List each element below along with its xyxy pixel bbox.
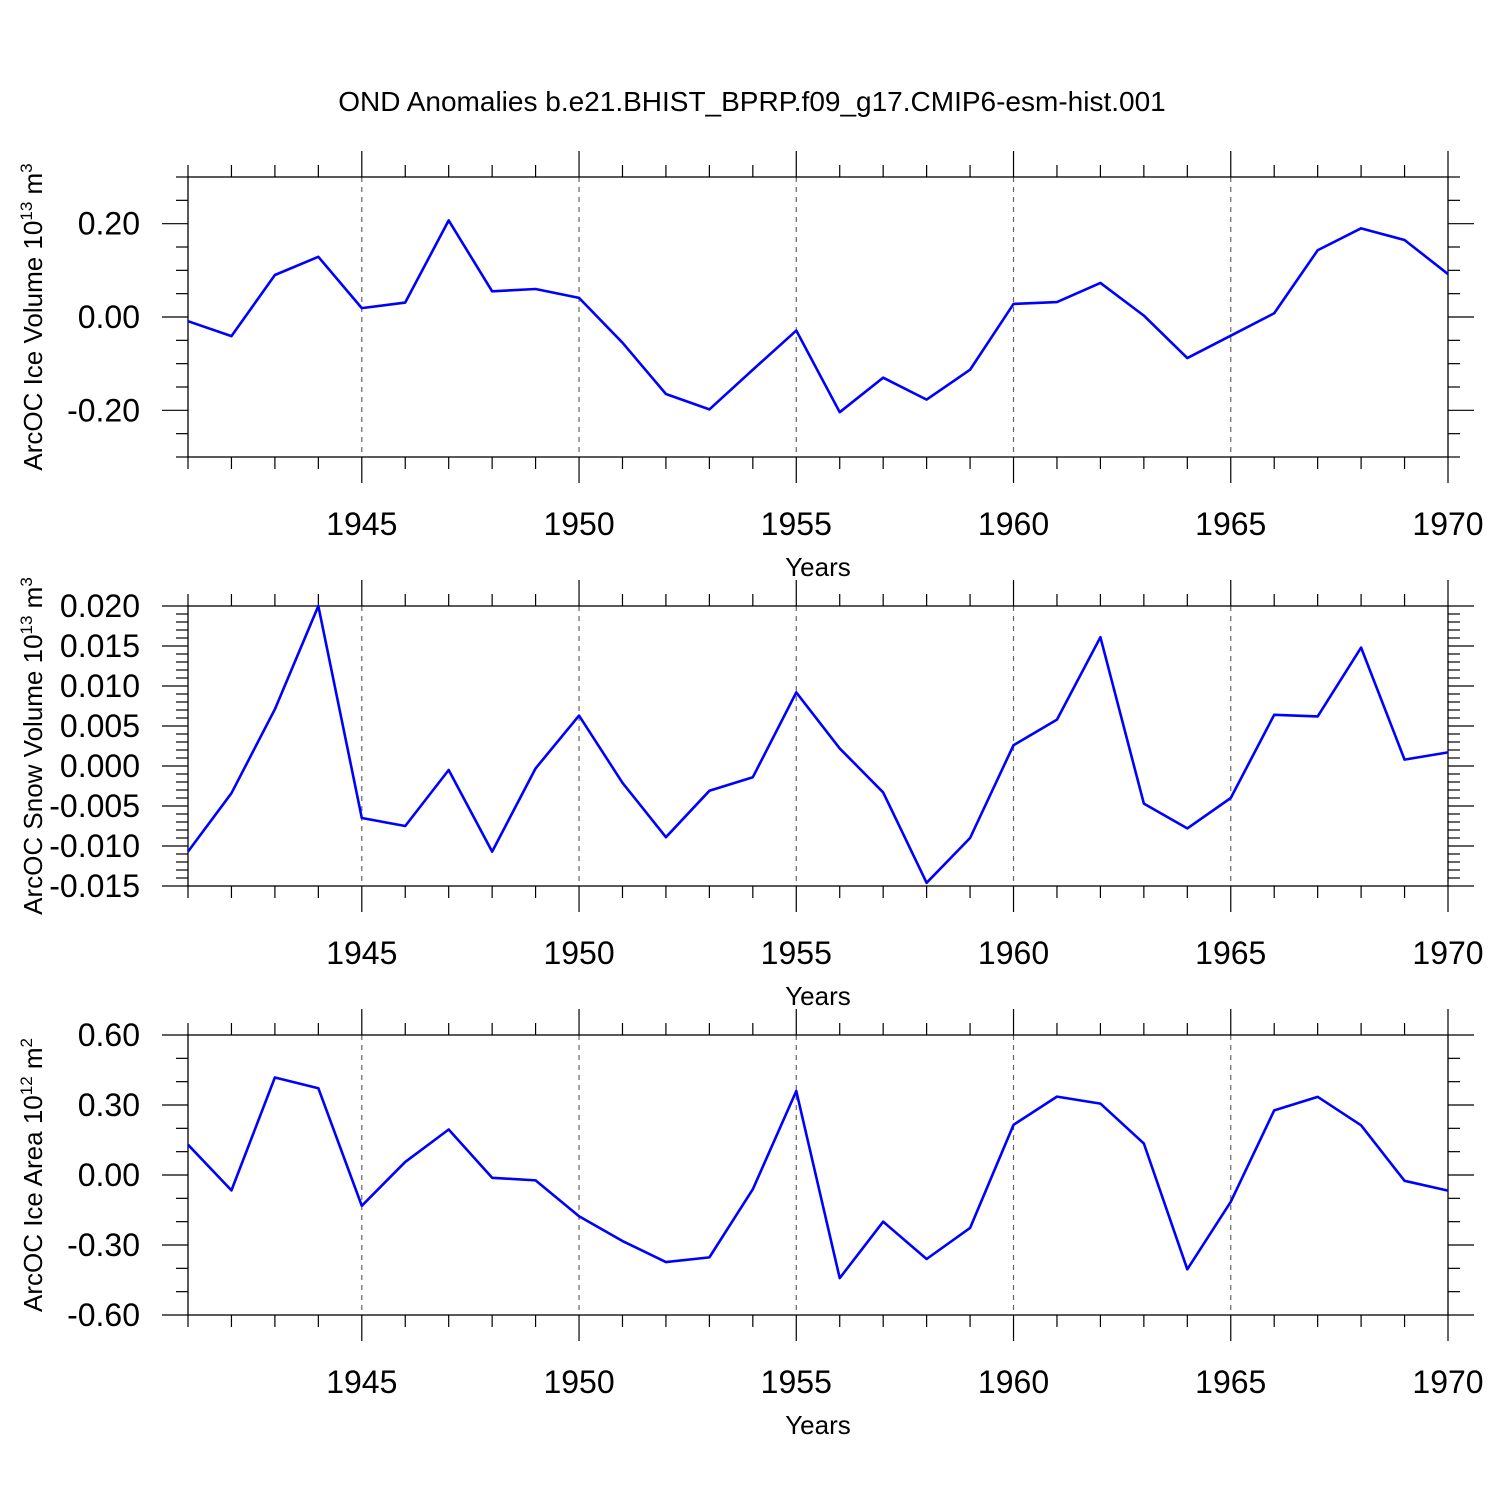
plot-frame (188, 177, 1448, 457)
y-axis-label-exponent: 12 (17, 1076, 36, 1095)
y-tick-label: 0.020 (60, 588, 140, 624)
y-tick-label: 0.015 (60, 628, 140, 664)
ice-volume-series-line (188, 220, 1448, 412)
plot-frame (188, 1035, 1448, 1315)
y-axis-label-main: ArcOC Ice Area 10 (18, 1095, 48, 1312)
y-axis-label-unit-exponent: 3 (17, 577, 36, 586)
x-tick-label: 1950 (543, 1364, 614, 1400)
x-tick-label: 1945 (326, 935, 397, 971)
y-tick-label: -0.60 (67, 1297, 140, 1333)
x-tick-label: 1955 (761, 935, 832, 971)
ice-area-panel: -0.60 -0.30 0.00 0.30 0.60 1945 1950 1955 1960 19… (17, 1009, 1484, 1440)
y-tick-label: -0.010 (49, 828, 140, 864)
y-tick-label: 0.00 (78, 299, 140, 335)
y-tick-label: 0.20 (78, 206, 140, 242)
x-tick-label: 1970 (1412, 935, 1483, 971)
y-tick-label: 0.005 (60, 708, 140, 744)
x-tick-label: 1955 (761, 1364, 832, 1400)
y-axis-label: ArcOC Ice Area 1012 m2 (17, 1038, 48, 1312)
x-tick-label: 1945 (326, 506, 397, 542)
y-axis-label: ArcOC Ice Volume 1013 m3 (17, 163, 48, 470)
x-tick-label: 1950 (543, 506, 614, 542)
x-tick-label: 1970 (1412, 506, 1483, 542)
y-tick-label: 0.000 (60, 748, 140, 784)
y-tick-label: -0.20 (67, 392, 140, 428)
y-axis-label-exponent: 13 (17, 202, 36, 221)
chart-title: OND Anomalies b.e21.BHIST_BPRP.f09_g17.C… (338, 86, 1165, 117)
y-tick-label: 0.30 (78, 1087, 140, 1123)
y-axis-label-main: ArcOC Snow Volume 10 (18, 634, 48, 914)
x-axis-label: Years (785, 1410, 851, 1440)
y-axis-label-unit-exponent: 3 (17, 163, 36, 172)
y-axis-label: ArcOC Snow Volume 1013 m3 (17, 577, 48, 915)
y-tick-label: 0.010 (60, 668, 140, 704)
x-tick-label: 1965 (1195, 935, 1266, 971)
y-tick-label: 0.00 (78, 1157, 140, 1193)
y-axis-label-unit: m (18, 173, 48, 202)
x-tick-label: 1950 (543, 935, 614, 971)
y-axis-label-exponent: 13 (17, 616, 36, 635)
x-tick-label: 1965 (1195, 1364, 1266, 1400)
y-axis-label-unit-exponent: 2 (17, 1038, 36, 1047)
y-tick-label: -0.30 (67, 1227, 140, 1263)
ice-volume-panel: -0.20 0.00 0.20 1945 1950 1955 1960 1965 1970 Yea… (17, 151, 1484, 582)
x-tick-label: 1960 (978, 506, 1049, 542)
x-tick-label: 1945 (326, 1364, 397, 1400)
y-tick-label: -0.015 (49, 868, 140, 904)
y-axis-label-main: ArcOC Ice Volume 10 (18, 221, 48, 471)
x-tick-label: 1960 (978, 1364, 1049, 1400)
x-tick-label: 1970 (1412, 1364, 1483, 1400)
x-tick-label: 1960 (978, 935, 1049, 971)
x-tick-label: 1965 (1195, 506, 1266, 542)
x-axis-label: Years (785, 552, 851, 582)
y-tick-label: 0.60 (78, 1017, 140, 1053)
x-tick-label: 1955 (761, 506, 832, 542)
y-axis-label-unit: m (18, 587, 48, 616)
ice-area-series-line (188, 1077, 1448, 1278)
snow-volume-panel: -0.015 -0.010 -0.005 0.000 0.005 0.010 0.015 0.… (17, 577, 1484, 1011)
y-tick-label: -0.005 (49, 788, 140, 824)
y-axis-label-unit: m (18, 1047, 48, 1076)
x-axis-label: Years (785, 981, 851, 1011)
snow-volume-series-line (188, 606, 1448, 883)
